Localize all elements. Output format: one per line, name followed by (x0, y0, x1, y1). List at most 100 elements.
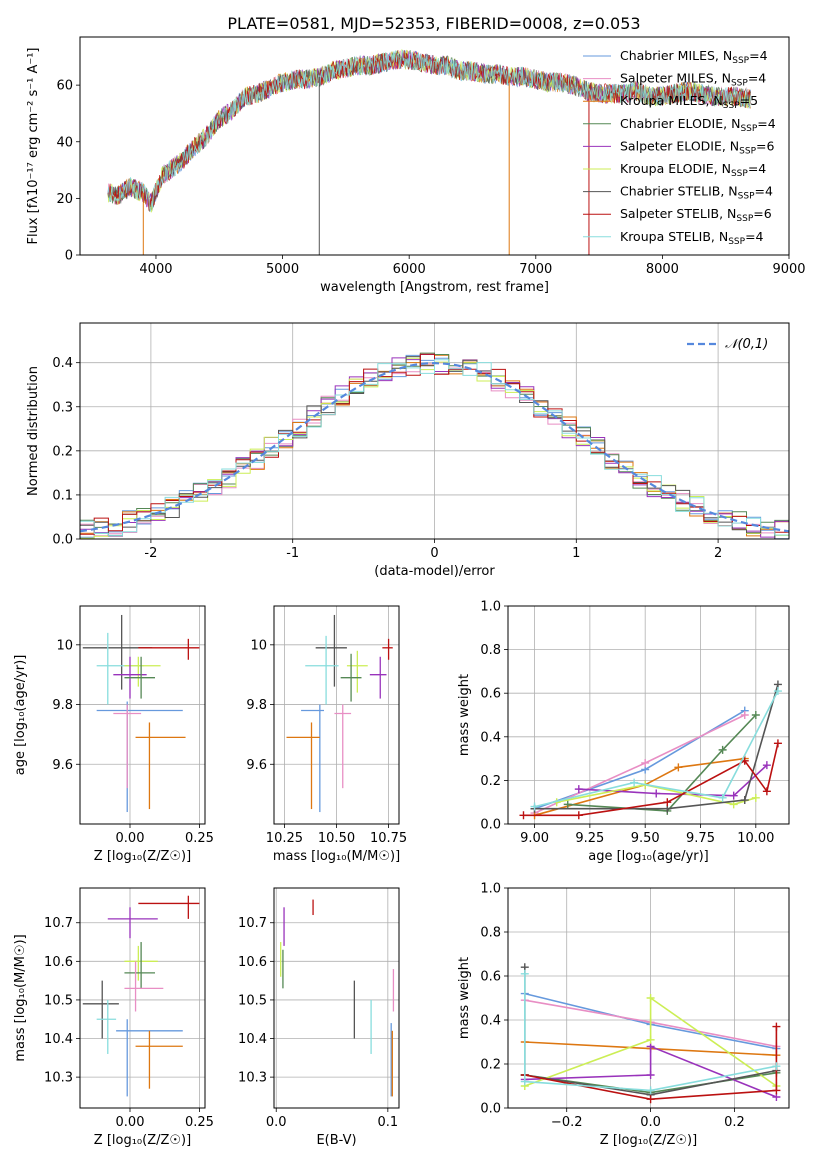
weight-marker (646, 1035, 655, 1044)
x-tick-label: 0.1 (377, 1115, 398, 1130)
weight-marker (520, 969, 529, 978)
x-tick-label: 9.75 (686, 831, 715, 846)
weight-line (534, 684, 779, 810)
x-tick-label: 0.00 (116, 1115, 145, 1130)
weight-marker (751, 793, 760, 802)
plot-area (80, 352, 789, 539)
y-tick-label: 10.3 (238, 1071, 267, 1086)
plot-area (280, 899, 395, 1097)
x-tick-label: 9.00 (520, 831, 549, 846)
weight-marker (646, 994, 655, 1002)
y-tick-label: 0.0 (480, 818, 501, 833)
y-tick-label: 0.6 (480, 970, 501, 985)
gaussian-curve (80, 361, 789, 533)
y-axis-label: age [log₁₀(age/yr)] (13, 655, 28, 776)
x-tick-label: 10.50 (318, 831, 355, 846)
y-axis-label: Normed distribution (26, 366, 41, 496)
weight-marker (574, 785, 583, 794)
plot-area (519, 680, 782, 820)
weight-marker (740, 711, 749, 719)
y-tick-label: 20 (56, 192, 73, 207)
y-tick-label: 0.6 (480, 687, 501, 702)
spectrum-line (107, 49, 751, 212)
y-axis-label: mass [log₁₀(M/M☉)] (13, 934, 28, 1061)
plot-area (520, 963, 781, 1104)
weight-marker (646, 1095, 655, 1104)
x-tick-label: 5000 (266, 262, 299, 277)
y-tick-label: 10.3 (44, 1071, 73, 1086)
y-tick-label: 10.6 (44, 955, 73, 970)
panel-massweight-vs-age: 9.00 9.25 9.50 9.75 10.00 0.0 0.2 0.4 0.6 0.8 1.0 a… (457, 600, 790, 864)
axes-frame (79, 322, 790, 540)
legend-label: Chabrier STELIB, NSSP=4 (620, 184, 773, 202)
weight-marker (674, 763, 683, 772)
y-tick-label: 0.0 (52, 533, 73, 548)
y-tick-label: 10.5 (44, 993, 73, 1008)
plot-area (107, 49, 751, 255)
x-axis-label: wavelength [Angstrom, rest frame] (320, 280, 549, 295)
legend-label: Kroupa MILES, NSSP=5 (620, 93, 758, 111)
weight-marker (663, 798, 672, 807)
y-axis-label: Flux [fλ10⁻¹⁷ erg cm⁻² s⁻¹ A⁻¹] (26, 48, 41, 245)
x-tick-label: 0.0 (640, 1115, 661, 1130)
x-axis-label: Z [log₁₀(Z/Z☉)] (94, 849, 191, 864)
x-tick-label: 9.50 (631, 831, 660, 846)
x-tick-label: 10.25 (266, 831, 303, 846)
y-tick-label: 9.6 (52, 758, 73, 773)
x-tick-label: 9000 (772, 262, 805, 277)
x-axis-label: (data-model)/error (374, 564, 495, 579)
x-tick-label: -1 (286, 546, 299, 561)
axes-frame (507, 887, 790, 1109)
x-tick-label: 0.25 (185, 1115, 214, 1130)
x-tick-label: 9.25 (575, 831, 604, 846)
x-tick-label: −0.2 (551, 1115, 583, 1130)
weight-marker (520, 1077, 529, 1086)
weight-marker (740, 796, 749, 805)
panel-spectrum: 4000 5000 6000 7000 8000 9000 0 20 40 60 wavelengt… (26, 36, 806, 295)
weight-marker (646, 1086, 655, 1095)
x-tick-label: 0.25 (185, 831, 214, 846)
y-tick-label: 10.7 (238, 916, 267, 931)
y-tick-label: 0 (65, 249, 73, 264)
x-axis-label: mass [log₁₀(M/M☉)] (273, 849, 400, 864)
y-tick-label: 10 (250, 638, 267, 653)
histogram-series (80, 359, 789, 539)
x-tick-label: -2 (144, 546, 157, 561)
legend-label: Salpeter MILES, NSSP=4 (620, 71, 766, 89)
panel-mass-vs-EBV: 0.0 0.1 10.3 10.4 10.5 10.6 10.7 E(B-V) (238, 887, 400, 1148)
y-tick-label: 0.3 (52, 400, 73, 415)
axes-frame (79, 36, 790, 256)
y-tick-label: 10.4 (238, 1032, 267, 1047)
y-tick-label: 0.4 (480, 730, 501, 745)
x-axis-label: Z [log₁₀(Z/Z☉)] (600, 1133, 697, 1148)
weight-marker (530, 802, 539, 811)
y-axis-label: mass weight (457, 674, 472, 756)
y-tick-label: 9.8 (52, 698, 73, 713)
y-tick-label: 0.4 (52, 356, 73, 371)
panel-age-vs-Z: 0.00 0.25 9.6 9.8 10 Z [log₁₀(Z/Z☉)] age [log₁… (13, 605, 214, 864)
weight-line (524, 973, 777, 1092)
plot-area (82, 614, 200, 813)
legend-label: Chabrier MILES, NSSP=4 (620, 48, 768, 66)
weight-marker (762, 761, 771, 770)
weight-line (524, 996, 777, 1087)
legend-label: Kroupa ELODIE, NSSP=4 (620, 161, 766, 179)
x-tick-label: 0.0 (266, 1115, 287, 1130)
y-tick-label: 40 (56, 135, 73, 150)
weight-marker (772, 1086, 781, 1095)
x-tick-label: 0.00 (116, 831, 145, 846)
x-axis-label: age [log₁₀(age/yr)] (588, 849, 709, 864)
axes-frame (273, 605, 400, 825)
y-tick-label: 0.4 (480, 1014, 501, 1029)
legend-label: 𝒩(0,1) (725, 337, 768, 352)
y-tick-label: 9.8 (246, 698, 267, 713)
axes-frame (507, 605, 790, 825)
weight-line (523, 743, 779, 817)
weight-marker (646, 1071, 655, 1079)
y-tick-label: 0.2 (52, 444, 73, 459)
legend-label: Salpeter STELIB, NSSP=6 (620, 206, 772, 224)
x-axis-label: Z [log₁₀(Z/Z☉)] (94, 1133, 191, 1148)
x-tick-label: 0 (430, 546, 438, 561)
weight-marker (751, 711, 760, 719)
y-tick-label: 10.5 (238, 993, 267, 1008)
